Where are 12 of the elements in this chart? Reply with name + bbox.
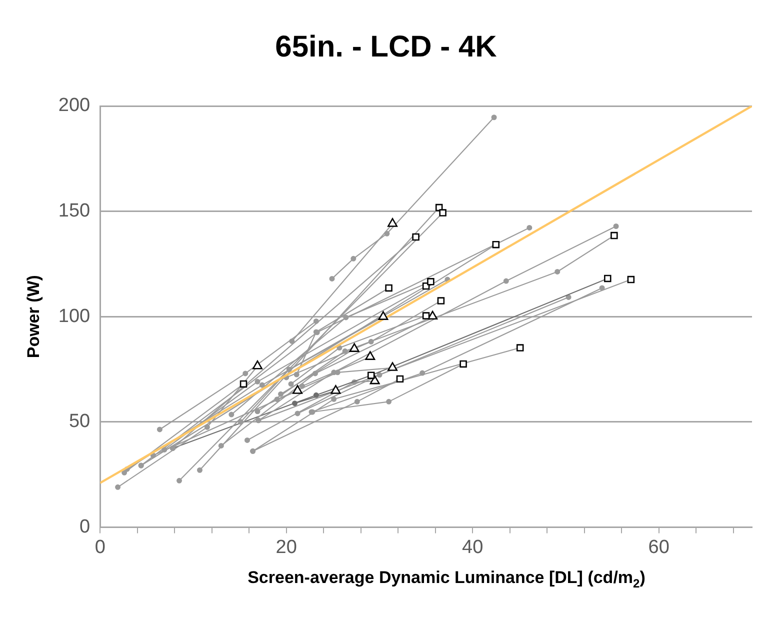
y-tick-label: 0 xyxy=(80,516,90,538)
y-tick-label: 50 xyxy=(68,411,90,432)
x-tick-label: 40 xyxy=(462,536,484,558)
x-axis-title: Screen-average Dynamic Luminance [DL] (cd/m$_{2}$) xyxy=(246,568,646,590)
x-tick-label: 60 xyxy=(648,536,670,558)
x-tick-label: 20 xyxy=(276,536,297,558)
x-tick-label: 0 xyxy=(94,536,106,558)
chart-title: 65in. - LCD - 4K xyxy=(275,30,498,64)
y-tick-label: 150 xyxy=(58,200,90,222)
y-tick-label: 200 xyxy=(58,95,90,116)
y-tick-label: 100 xyxy=(58,306,90,327)
y-axis-title: Power (W) xyxy=(24,275,43,358)
